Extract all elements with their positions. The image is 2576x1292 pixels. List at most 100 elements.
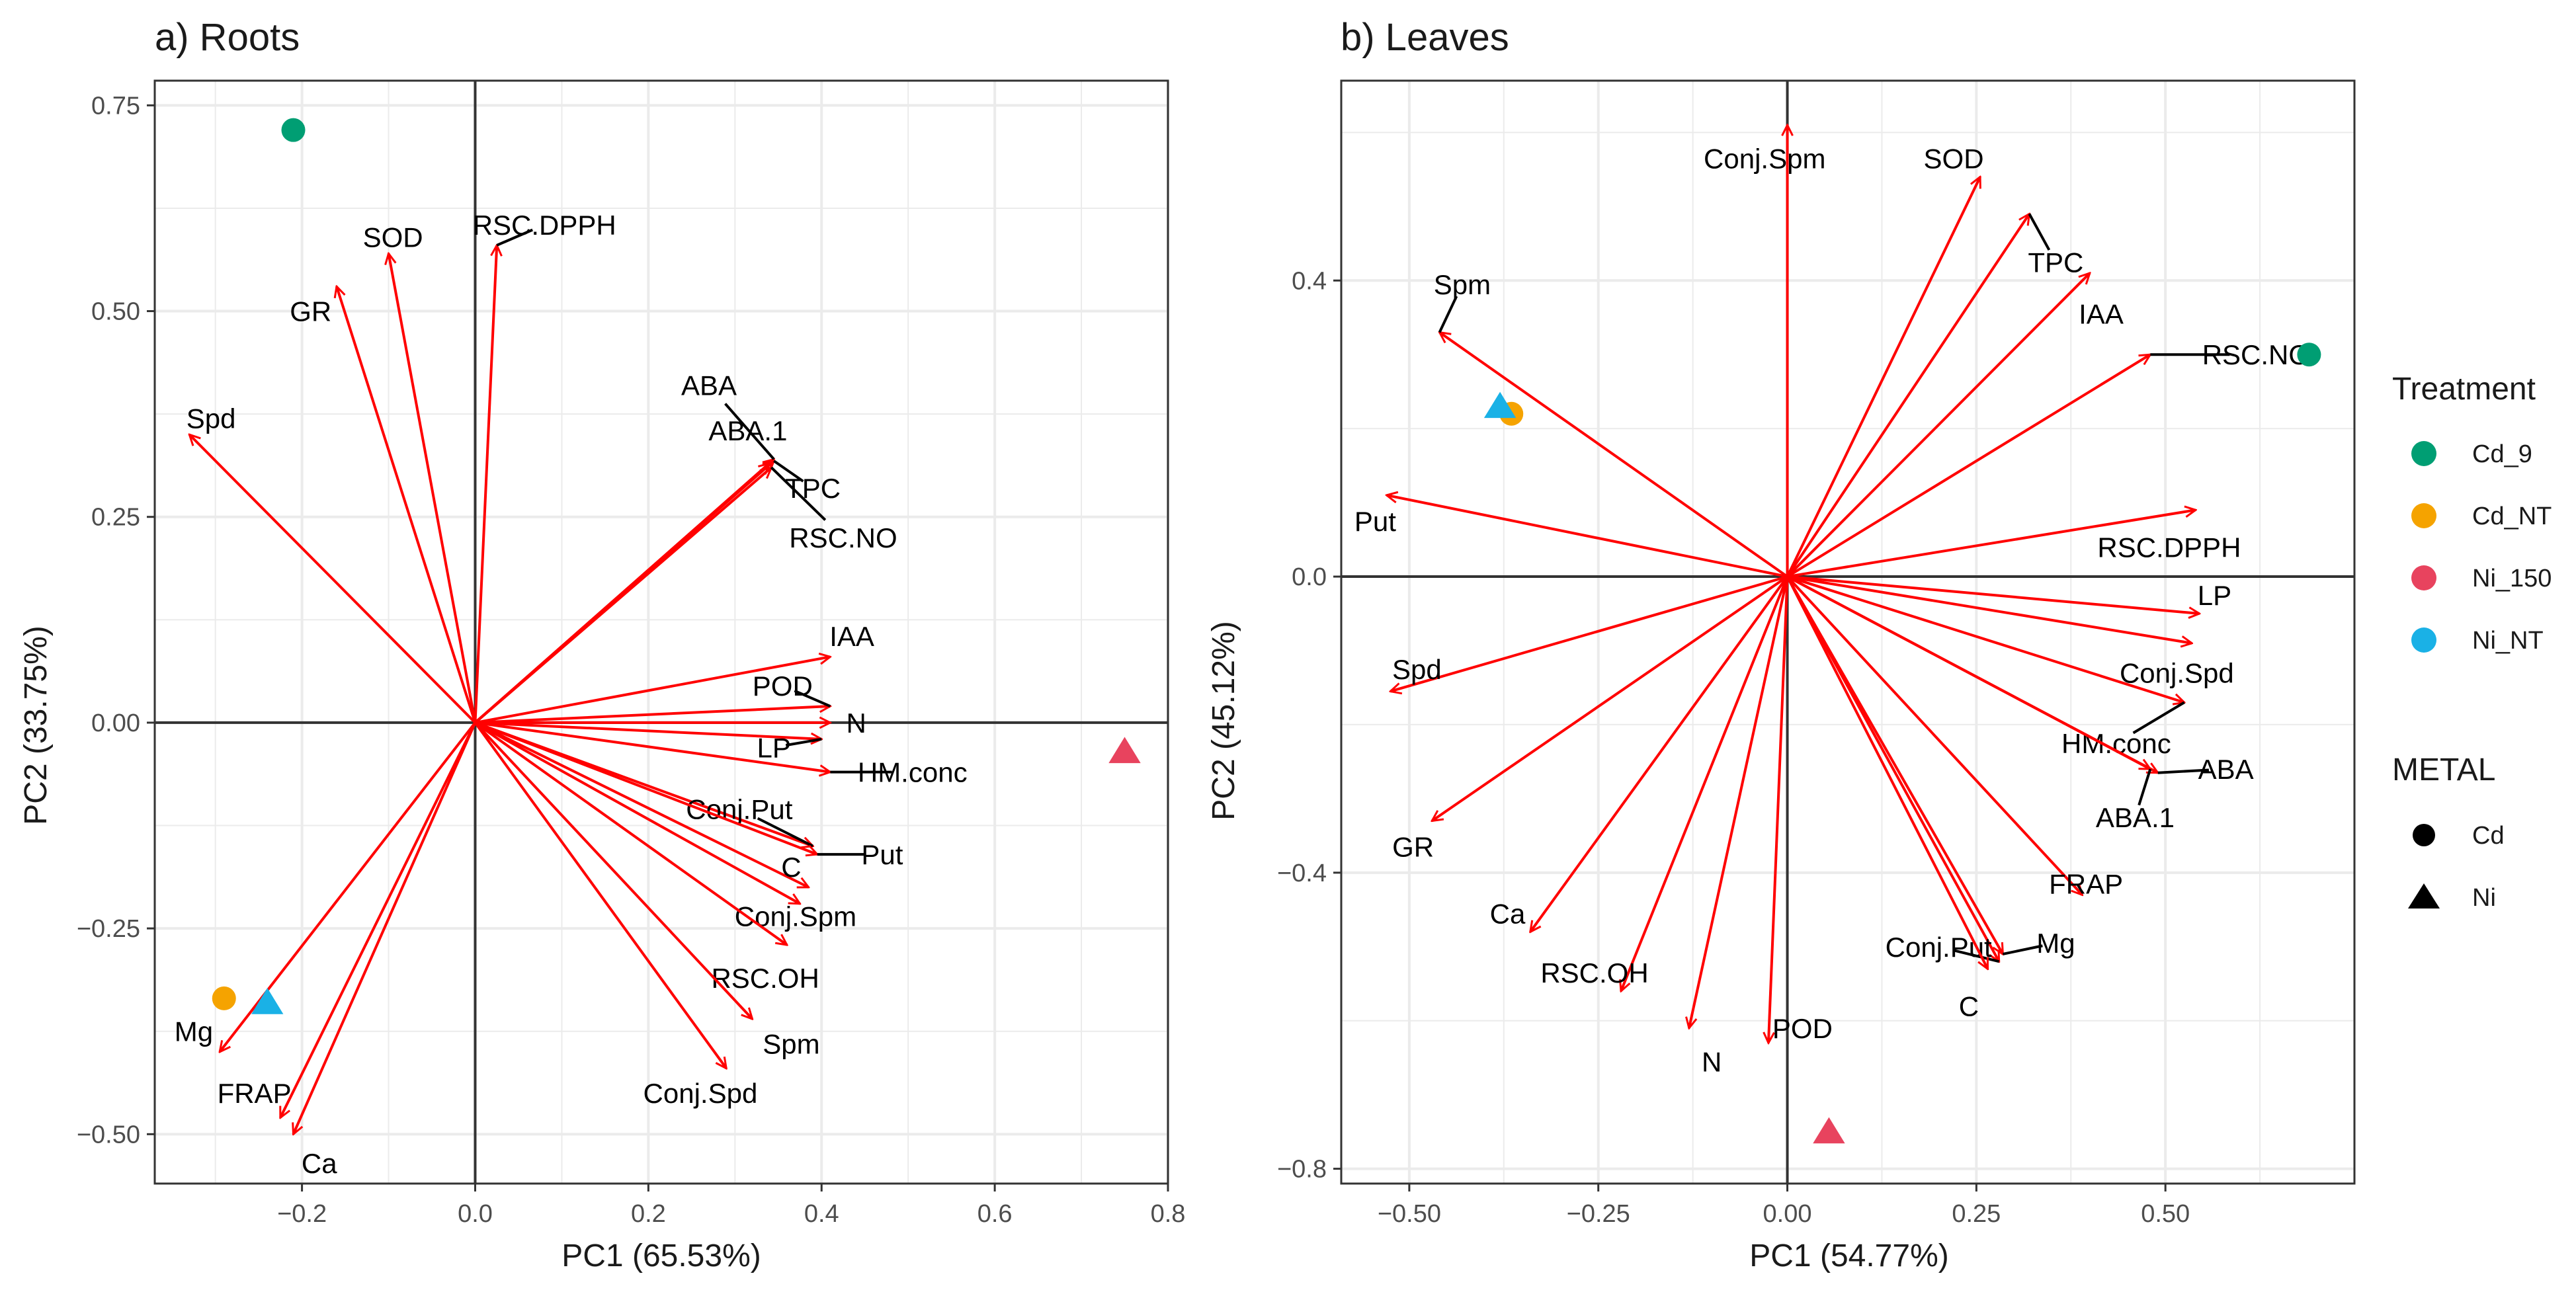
roots-x-tick-label: 0.2 xyxy=(631,1200,666,1228)
leaves-vector-put xyxy=(1387,495,1788,579)
roots-x-axis-title: PC1 (65.53%) xyxy=(561,1238,761,1273)
treatment-legend-title: Treatment xyxy=(2392,372,2536,407)
roots-point-cd_9 xyxy=(281,118,306,142)
leaves-vector-hm-conc xyxy=(1786,575,2184,702)
leaves-y-tick-label: −0.4 xyxy=(1277,860,1327,887)
leaves-point-ni_150 xyxy=(1813,1117,1845,1144)
leaves-vector-label: Conj.Put xyxy=(1886,932,1992,963)
roots-vector-lp xyxy=(475,721,821,739)
roots-vector-label: LP xyxy=(757,732,791,763)
leaves-vector-label: RSC.DPPH xyxy=(2097,532,2241,563)
leaves-loading-vectors: Conj.Spm SOD TPC IAA RSC.NO Spm Put RSC.DPPH LP C… xyxy=(1354,125,2310,1077)
leaves-x-tick-label: 0.50 xyxy=(2141,1200,2190,1228)
leaves-vector-rsc-oh xyxy=(1621,576,1789,991)
leaves-vector-gr xyxy=(1432,575,1788,821)
roots-vector-label: IAA xyxy=(829,621,874,652)
roots-label-leader-tpc xyxy=(773,460,804,483)
roots-y-tick-label: 0.00 xyxy=(91,709,140,737)
roots-x-tick-label: 0.4 xyxy=(804,1200,839,1228)
leaves-vector-conj-put xyxy=(1786,576,2001,961)
leaves-label-leader-tpc xyxy=(2028,213,2051,251)
leaves-vector-iaa xyxy=(1786,273,2090,578)
roots-vector-label: Mg xyxy=(175,1016,213,1047)
roots-vector-frap xyxy=(279,722,477,1117)
roots-point-cd_nt xyxy=(212,986,236,1010)
roots-vector-label: RSC.DPPH xyxy=(473,210,616,241)
roots-vector-label: Ca xyxy=(302,1148,337,1179)
leaves-vector-ca xyxy=(1530,575,1789,932)
leaves-label-leader-mg xyxy=(2002,944,2043,955)
leaves-vector-spm xyxy=(1440,333,1788,578)
leaves-vector-label: GR xyxy=(1392,832,1434,863)
roots-title: a) Roots xyxy=(155,16,300,59)
roots-label-leader-conj-put xyxy=(757,817,814,848)
roots-sample-points xyxy=(212,118,1141,1014)
roots-panel-border xyxy=(153,79,1169,1185)
metal-legend-title: METAL xyxy=(2392,752,2495,787)
legend-label-ni_nt: Ni_NT xyxy=(2472,627,2544,655)
leaves-label-leader-conj-put xyxy=(1953,949,2000,963)
leaves-x-tick-label: −0.50 xyxy=(1378,1200,1441,1228)
leaves-y-tick-label: 0.0 xyxy=(1292,563,1327,591)
leaves-vector-label: Conj.Spd xyxy=(2120,658,2234,689)
roots-y-tick-label: 0.50 xyxy=(91,298,140,326)
leaves-vector-label: IAA xyxy=(2079,299,2124,330)
leaves-y-axis-title: PC2 (45.12%) xyxy=(1206,621,1241,820)
roots-vector-label: Spd xyxy=(187,403,236,434)
leaves-vector-label: Ca xyxy=(1490,898,1526,929)
legend-label-cd_nt: Cd_NT xyxy=(2472,503,2552,530)
leaves-vector-label: TPC xyxy=(2028,247,2083,278)
legend-label-ni_150: Ni_150 xyxy=(2472,565,2552,592)
leaves-vector-label: Put xyxy=(1354,506,1396,537)
roots-y-tick-label: 0.75 xyxy=(91,92,140,120)
leaves-vector-label: Spm xyxy=(1434,269,1491,300)
roots-vector-conj-spm xyxy=(474,721,800,905)
roots-x-tick-label: 0.0 xyxy=(458,1200,493,1228)
leaves-x-tick-label: −0.25 xyxy=(1567,1200,1630,1228)
roots-vector-label: FRAP xyxy=(218,1078,292,1109)
roots-vector-c xyxy=(474,721,808,889)
roots-vector-label: Conj.Spm xyxy=(735,901,856,932)
roots-vector-label: Conj.Spd xyxy=(644,1078,758,1109)
leaves-x-axis-title: PC1 (54.77%) xyxy=(1749,1238,1948,1273)
roots-vector-sod xyxy=(389,253,477,723)
leaves-y-tick-label: −0.8 xyxy=(1277,1156,1327,1184)
roots-x-tick-label: 0.6 xyxy=(977,1200,1013,1228)
leaves-gridlines xyxy=(1340,79,2356,1185)
legend-key-ni xyxy=(2408,883,2440,908)
roots-vector-label: POD xyxy=(753,670,813,702)
roots-vector-ca xyxy=(294,722,477,1134)
leaves-vector-label: RSC.OH xyxy=(1540,957,1648,989)
metal-legend-items: Cd Ni xyxy=(2408,822,2505,912)
roots-vector-spd xyxy=(189,434,476,724)
roots-point-ni_150 xyxy=(1108,737,1141,764)
leaves-label-leader-spm xyxy=(1438,296,1458,333)
leaves-vector-n xyxy=(1689,576,1789,1028)
legend-label-cd: Cd xyxy=(2472,822,2505,850)
leaves-vector-rsc-dpph xyxy=(1787,510,2196,579)
leaves-label-leader-aba-1 xyxy=(2138,768,2152,806)
leaves-vector-label: LP xyxy=(2198,580,2231,611)
leaves-point-cd_9 xyxy=(2297,343,2321,367)
leaves-vector-label: Conj.Spm xyxy=(1704,143,1825,175)
roots-y-axis-title: PC2 (33.75%) xyxy=(19,626,54,825)
leaves-vector-aba-1 xyxy=(1786,575,2151,770)
leaves-vector-frap xyxy=(1786,575,2083,895)
roots-vector-label: C xyxy=(781,852,801,883)
roots-label-leader-rsc-no xyxy=(770,466,827,521)
leaves-vector-sod xyxy=(1786,177,1981,577)
roots-point-ni_nt xyxy=(251,988,284,1014)
leaves-x-tick-label: 0.00 xyxy=(1763,1200,1812,1228)
roots-vector-hm-conc xyxy=(475,721,830,772)
legend: Treatment Cd_9 Cd_NT Ni_150 Ni_NT METAL Cd N… xyxy=(2392,372,2552,912)
leaves-label-leader-hm-conc xyxy=(2132,701,2185,735)
roots-label-leader-lp xyxy=(785,737,822,747)
roots-vector-spm xyxy=(474,721,752,1019)
leaves-sample-points xyxy=(1483,343,2321,1144)
legend-label-ni: Ni xyxy=(2472,884,2496,912)
roots-vector-label: SOD xyxy=(363,222,423,253)
roots-panel: a) Roots PC1 (65.53%) PC2 (33.75%) SOD RS… xyxy=(19,16,1185,1273)
roots-vector-rsc-no xyxy=(474,467,771,724)
roots-label-leader-rsc-dpph xyxy=(496,228,534,247)
